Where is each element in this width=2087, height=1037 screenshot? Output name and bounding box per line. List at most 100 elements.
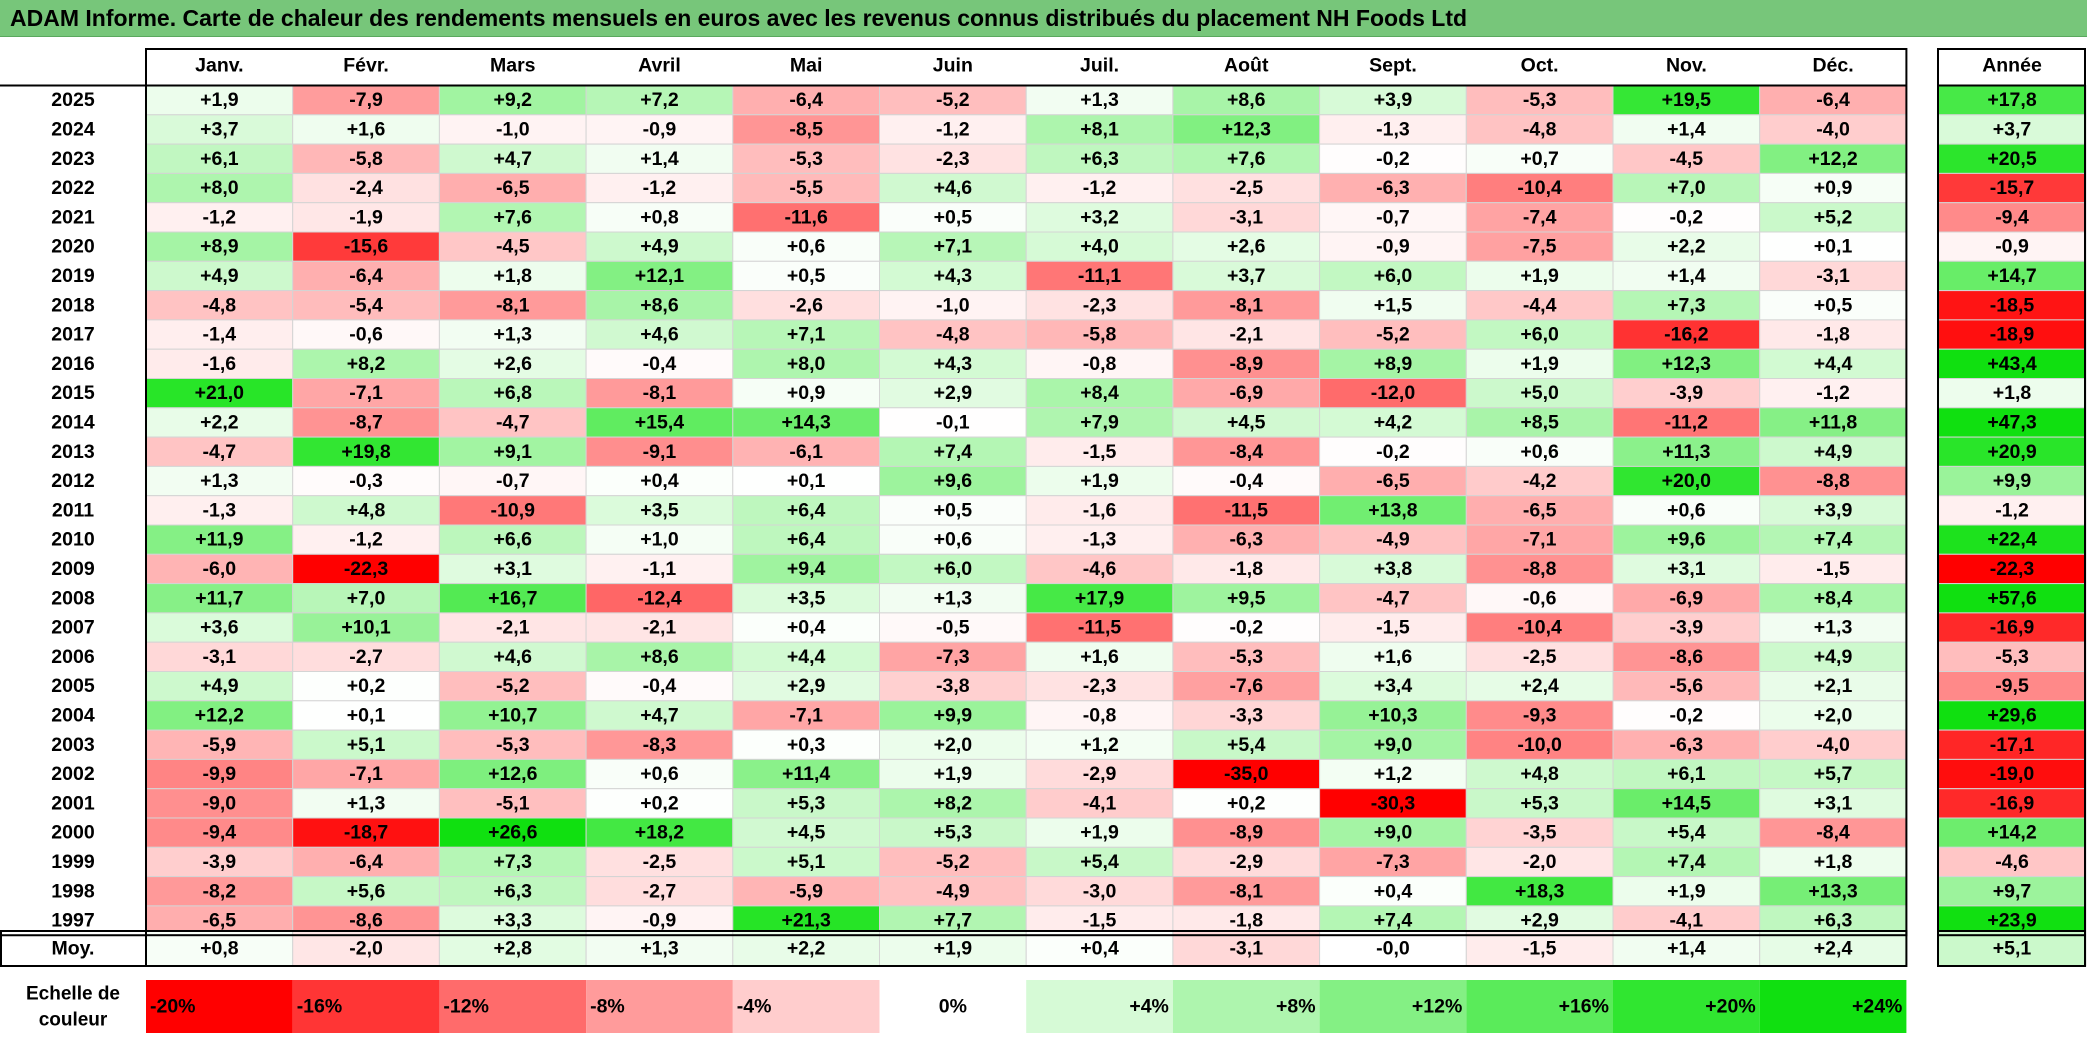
heatmap-cell — [1759, 641, 1907, 673]
heatmap-cell — [438, 378, 587, 409]
cell-value: -3,1 — [1816, 265, 1850, 287]
cell-value: -2,3 — [1083, 294, 1117, 316]
cell-value: -2,1 — [643, 617, 677, 639]
cell-value: -6,5 — [1523, 499, 1557, 521]
heatmap-cell — [585, 114, 734, 145]
cell-value: -5,3 — [789, 148, 823, 170]
heatmap-cell — [732, 290, 880, 321]
cell-value: -9,9 — [203, 763, 237, 785]
cell-value: -1,3 — [1083, 529, 1117, 551]
cell-value: -0,7 — [1376, 206, 1410, 228]
annual-value: +1,8 — [1993, 382, 2032, 404]
scale-swatch — [1759, 980, 1907, 1033]
cell-value: -5,5 — [789, 177, 823, 199]
cell-value: +4,4 — [1814, 353, 1853, 375]
heatmap-cell — [1172, 671, 1321, 702]
cell-value: -10,4 — [1517, 177, 1562, 199]
heatmap-cell — [1759, 407, 1907, 438]
avg-value: +1,4 — [1667, 938, 1706, 960]
cell-value: -9,0 — [203, 792, 237, 814]
annual-value: -5,3 — [1995, 646, 2029, 668]
cell-value: +4,2 — [1374, 411, 1413, 433]
heatmap-cell — [438, 260, 587, 292]
cell-value: -2,5 — [1523, 646, 1557, 668]
heatmap-cell — [585, 172, 734, 204]
cell-value: -8,8 — [1523, 558, 1557, 580]
scale-label: +16% — [1559, 996, 1609, 1018]
scale-label: +20% — [1705, 996, 1755, 1018]
cell-value: -5,6 — [1670, 675, 1704, 697]
cell-value: +11,9 — [195, 529, 243, 551]
cell-value: +5,6 — [347, 880, 386, 902]
heatmap-cell — [292, 202, 440, 233]
heatmap-cell — [1759, 260, 1907, 292]
heatmap-cell — [145, 202, 294, 233]
cell-value: -5,4 — [349, 294, 383, 316]
cell-value: +4,4 — [787, 646, 826, 668]
cell-value: +10,1 — [341, 617, 390, 639]
cell-value: +3,9 — [1374, 89, 1413, 111]
cell-value: +6,0 — [934, 558, 973, 580]
year-label: 2005 — [51, 675, 95, 697]
heatmap-cell — [732, 495, 880, 526]
cell-value: +0,6 — [934, 529, 973, 551]
heatmap-cell — [1172, 495, 1321, 526]
cell-value: -10,0 — [1517, 734, 1562, 756]
cell-value: +3,5 — [640, 499, 679, 521]
cell-value: -8,6 — [349, 910, 383, 932]
cell-value: +13,3 — [1808, 880, 1857, 902]
heatmap-cell — [292, 114, 440, 145]
heatmap-cell — [585, 671, 734, 702]
cell-value: +4,9 — [640, 236, 679, 258]
heatmap-cell — [1759, 465, 1907, 497]
heatmap-cell — [1172, 260, 1321, 292]
cell-value: +4,9 — [200, 265, 239, 287]
scale-label: -16% — [297, 996, 343, 1018]
annual-cell — [1937, 407, 2087, 438]
cell-value: +6,0 — [1374, 265, 1413, 287]
cell-value: +9,4 — [787, 558, 826, 580]
cell-value: +0,1 — [1814, 236, 1853, 258]
cell-value: -4,1 — [1083, 792, 1117, 814]
heatmap-cell — [145, 495, 294, 526]
scale-swatch — [732, 980, 880, 1033]
cell-value: -5,1 — [496, 792, 530, 814]
cell-value: +11,3 — [1662, 441, 1710, 463]
cell-value: -7,3 — [936, 646, 970, 668]
cell-value: -10,4 — [1517, 617, 1562, 639]
year-label: 2021 — [51, 206, 95, 228]
cell-value: -5,2 — [1376, 324, 1410, 346]
cell-value: +0,3 — [787, 734, 826, 756]
cell-value: -0,4 — [643, 675, 677, 697]
heatmap-cell — [1612, 671, 1761, 702]
cell-value: -1,0 — [496, 118, 530, 140]
cell-value: +2,9 — [934, 382, 973, 404]
cell-value: +12,3 — [1222, 118, 1271, 140]
scale-label: -12% — [443, 996, 489, 1018]
cell-value: +6,4 — [787, 529, 826, 551]
cell-value: -12,4 — [637, 587, 682, 609]
heatmap-cell — [1759, 202, 1907, 233]
avg-annual-value: +5,1 — [1993, 938, 2032, 960]
scale-swatch — [586, 980, 733, 1033]
cell-value: +2,9 — [787, 675, 826, 697]
heatmap-cell — [1025, 202, 1174, 233]
heatmap-cell — [145, 407, 294, 438]
cell-value: -0,6 — [349, 324, 383, 346]
cell-value: +8,6 — [1227, 89, 1266, 111]
heatmap-cell — [879, 436, 1027, 467]
annual-cell — [1937, 172, 2087, 204]
annual-value: +23,9 — [1987, 910, 2036, 932]
cell-value: +5,2 — [1814, 206, 1853, 228]
heatmap-cell — [438, 85, 587, 116]
cell-value: -3,9 — [1670, 617, 1704, 639]
cell-value: -35,0 — [1224, 763, 1269, 785]
year-label: 2011 — [52, 499, 94, 521]
cell-value: +4,6 — [494, 646, 533, 668]
cell-value: -5,2 — [936, 89, 970, 111]
cell-value: +0,9 — [1814, 177, 1853, 199]
heatmap-cell — [292, 436, 440, 467]
cell-value: +1,3 — [1080, 89, 1119, 111]
heatmap-cell — [1172, 290, 1321, 321]
year-label: 2016 — [51, 353, 95, 375]
